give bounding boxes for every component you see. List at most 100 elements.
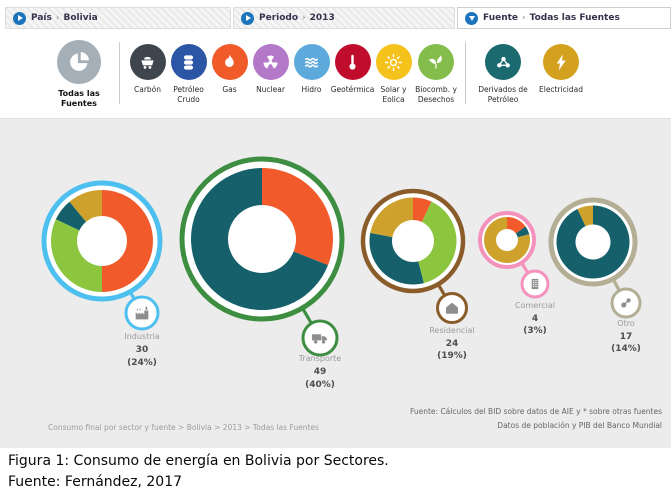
sector-share: (14%) (611, 344, 641, 354)
filter-value: Bolivia (63, 13, 98, 23)
sector-label: Otro (617, 319, 635, 328)
source-item-geotermica[interactable]: Geotérmica (330, 40, 375, 95)
data-source-note-line1: Fuente: Cálculos del BID sobre datos de … (409, 407, 662, 416)
donut-segment-biocomb-y-desechos[interactable] (50, 219, 102, 292)
source-label: Geotérmica (330, 85, 375, 94)
source-label: Derivados de Petróleo (478, 85, 528, 104)
sector-donut-charts: Industria 30 (24%) Transporte 49 (40%) Residen… (41, 156, 642, 390)
sector-value: 24 (446, 339, 459, 349)
filter-name: Periodo (259, 13, 299, 23)
house-icon (446, 302, 458, 314)
sector-value: 49 (314, 367, 327, 377)
collapse-arrow-icon (465, 11, 478, 25)
chevron-icon: › (522, 13, 526, 23)
molecule-icon (485, 44, 521, 80)
expand-arrow-icon (13, 11, 26, 25)
donut-segment-derivados-de-petroleo[interactable] (55, 201, 87, 231)
truck-icon (311, 334, 327, 344)
source-label: Carbón (133, 85, 162, 94)
radiation-icon (252, 44, 289, 80)
donut-segment-derivados-de-petroleo[interactable] (515, 226, 530, 238)
lightning-icon (543, 44, 579, 80)
source-item-carbon[interactable]: Carbón (127, 40, 168, 95)
oil-barrels-icon (170, 44, 207, 80)
caption-title: Figura 1: Consumo de energía en Bolivia … (8, 453, 389, 469)
filter-fuente[interactable]: Fuente › Todas las Fuentes (457, 7, 671, 29)
chart-panel: Industria 30 (24%) Transporte 49 (40%) Residen… (0, 118, 671, 448)
filter-value: Todas las Fuentes (529, 13, 620, 23)
pie-chart-icon (57, 40, 101, 84)
sector-value: 4 (532, 314, 538, 324)
chevron-icon: › (302, 13, 306, 23)
source-item-hidro[interactable]: Hidro (291, 40, 332, 95)
sector-residencial: Residencial 24 (19%) (360, 188, 475, 361)
sector-transporte: Transporte 49 (40%) (179, 156, 345, 390)
sector-industria: Industria 30 (24%) (41, 180, 163, 368)
source-item-nuclear[interactable]: Nuclear (250, 40, 291, 95)
filter-pais[interactable]: País › Bolivia (5, 7, 231, 29)
sector-otro: Otro 17 (14%) (548, 197, 642, 354)
donut-segment-derivados-de-petroleo[interactable] (191, 168, 329, 310)
water-waves-icon (293, 44, 330, 80)
flame-icon (211, 44, 248, 80)
factory-icon (135, 306, 149, 320)
source-label: Hidro (301, 85, 322, 94)
sector-share: (40%) (305, 380, 335, 390)
filter-name: Fuente (483, 13, 519, 23)
sector-label: Transporte (298, 354, 342, 363)
sector-share: (3%) (523, 326, 547, 336)
energy-source-toolbar: Todas las Fuentes Carbón Petróleo Crudo Gas… (46, 40, 589, 118)
source-item-biocomb-y-desechos[interactable]: Biocomb. y Desechos (414, 40, 458, 105)
source-label: Petróleo Crudo (173, 85, 204, 104)
caption-source: Fuente: Fernández, 2017 (8, 474, 183, 490)
sector-comercial: Comercial 4 (3%) (478, 211, 555, 336)
sector-value: 30 (136, 345, 149, 355)
source-label: Biocomb. y Desechos (415, 85, 457, 104)
figure-caption: Figura 1: Consumo de energía en Bolivia … (8, 451, 389, 493)
donut-segment-derivados-de-petroleo[interactable] (369, 232, 424, 285)
donut-segment-gas[interactable] (413, 197, 432, 222)
source-item-petroleo-crudo[interactable]: Petróleo Crudo (168, 40, 209, 105)
donut-segment-electricidad[interactable] (484, 217, 530, 263)
source-item-gas[interactable]: Gas (209, 40, 250, 95)
source-item-derivados-de-petroleo[interactable]: Derivados de Petróleo (473, 40, 533, 105)
donut-segment-electricidad[interactable] (370, 197, 413, 238)
nodes-icon (621, 298, 631, 308)
donut-segment-derivados-de-petroleo[interactable] (556, 205, 630, 279)
sector-label: Comercial (515, 301, 555, 310)
donut-segment-gas[interactable] (262, 168, 333, 266)
source-label: Todas las Fuentes (58, 89, 100, 109)
sector-share: (19%) (437, 351, 467, 361)
donut-segment-electricidad[interactable] (69, 190, 102, 222)
source-label: Nuclear (256, 85, 285, 94)
sector-share: (24%) (127, 358, 157, 368)
filter-value: 2013 (309, 13, 335, 23)
chevron-icon: › (55, 13, 60, 23)
donut-segment-biocomb-y-desechos[interactable] (418, 201, 457, 284)
data-source-note-line2: Datos de población y PIB del Banco Mundi… (497, 421, 662, 430)
toolbar-divider (119, 42, 120, 104)
toolbar-divider (465, 42, 466, 104)
source-item-electricidad[interactable]: Electricidad (533, 40, 589, 95)
data-source-note: Fuente: Cálculos del BID sobre datos de … (410, 405, 662, 433)
sector-value: 17 (620, 332, 633, 342)
source-label: Electricidad (539, 85, 583, 94)
source-label: Gas (222, 85, 237, 94)
donut-segment-gas[interactable] (102, 190, 153, 292)
coal-cart-icon (129, 44, 166, 80)
donut-segment-electricidad[interactable] (577, 205, 593, 227)
leaves-icon (418, 44, 454, 80)
sector-label: Industria (124, 332, 159, 341)
filter-name: País (31, 13, 52, 23)
source-item-solar-y-eolica[interactable]: Solar y Eolica (373, 40, 414, 105)
sector-label: Residencial (429, 326, 474, 335)
thermometer-icon (334, 44, 371, 80)
filter-periodo[interactable]: Periodo › 2013 (233, 7, 455, 29)
source-item-todas-las-fuentes[interactable]: Todas las Fuentes (46, 40, 112, 110)
office-building-icon (531, 278, 539, 290)
expand-arrow-icon (241, 11, 254, 25)
source-label: Solar y Eolica (380, 85, 407, 104)
donut-segment-gas[interactable] (507, 217, 526, 234)
breadcrumb: Consumo final por sector y fuente > Boli… (48, 423, 319, 432)
